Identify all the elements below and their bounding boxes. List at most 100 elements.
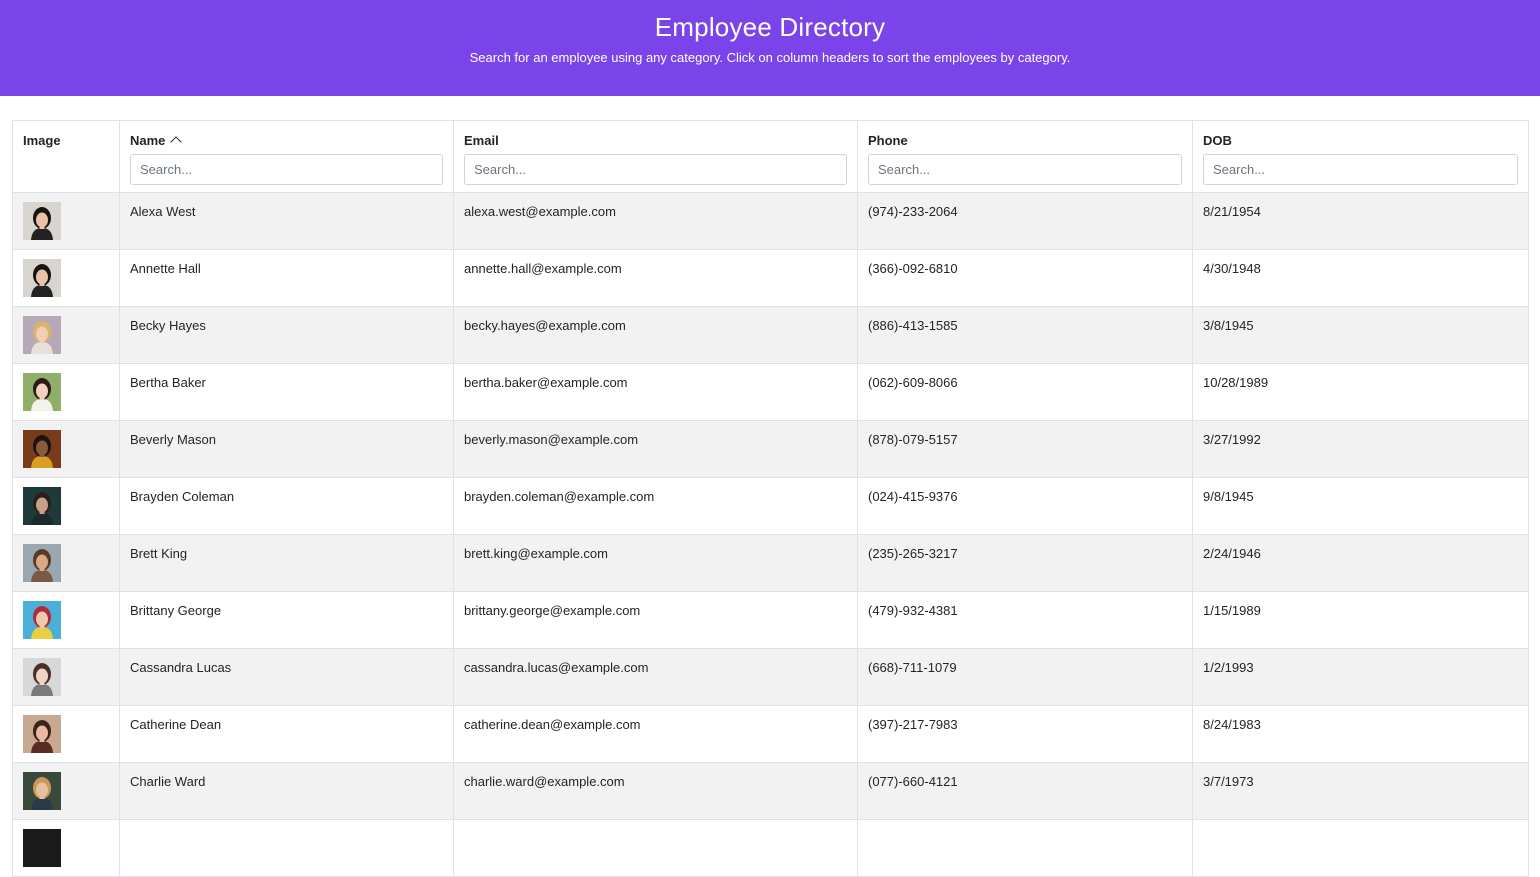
page-subtitle: Search for an employee using any categor… [469,50,1071,65]
avatar [23,259,61,297]
cell-phone: (886)-413-1585 [857,306,1193,364]
cell-name: Brayden Coleman [119,477,454,535]
column-header-dob[interactable]: DOB [1192,120,1529,193]
cell-email: beverly.mason@example.com [453,420,858,478]
table-header-row: Image Name Email Phone [12,120,1529,193]
cell-email: becky.hayes@example.com [453,306,858,364]
avatar [23,202,61,240]
cell-phone: (878)-079-5157 [857,420,1193,478]
cell-phone: (974)-233-2064 [857,192,1193,250]
cell-phone: (235)-265-3217 [857,534,1193,592]
dob-search-input[interactable] [1203,154,1518,185]
name-search-input[interactable] [130,154,443,185]
cell-image [12,306,120,364]
avatar [23,316,61,354]
column-header-email[interactable]: Email [453,120,858,193]
cell-phone: (366)-092-6810 [857,249,1193,307]
cell-dob: 3/8/1945 [1192,306,1529,364]
avatar [23,829,61,867]
avatar [23,772,61,810]
cell-image [12,648,120,706]
table-row: Brittany George brittany.george@example.c… [12,591,1529,649]
cell-image [12,363,120,421]
column-header-image: Image [12,120,120,193]
column-label-name[interactable]: Name [130,132,166,148]
cell-phone: (397)-217-7983 [857,705,1193,763]
cell-phone: (479)-932-4381 [857,591,1193,649]
cell-dob: 4/30/1948 [1192,249,1529,307]
cell-image [12,249,120,307]
cell-dob: 9/8/1945 [1192,477,1529,535]
cell-name: Beverly Mason [119,420,454,478]
cell-name: Brett King [119,534,454,592]
cell-image [12,705,120,763]
column-header-name[interactable]: Name [119,120,454,193]
table-row: Brett King brett.king@example.com (235)-26… [12,534,1529,592]
table-row: Alexa West alexa.west@example.com (974)-23… [12,192,1529,250]
employee-rows: Alexa West alexa.west@example.com (974)-23… [12,192,1529,877]
cell-email: brett.king@example.com [453,534,858,592]
cell-dob: 8/24/1983 [1192,705,1529,763]
cell-phone: (024)-415-9376 [857,477,1193,535]
cell-name: Becky Hayes [119,306,454,364]
table-row: Charlie Ward charlie.ward@example.com (077… [12,762,1529,820]
table-row: Catherine Dean catherine.dean@example.com… [12,705,1529,763]
cell-dob: 1/15/1989 [1192,591,1529,649]
cell-dob: 1/2/1993 [1192,648,1529,706]
cell-name: Brittany George [119,591,454,649]
cell-email: brittany.george@example.com [453,591,858,649]
email-search-input[interactable] [464,154,847,185]
cell-email: bertha.baker@example.com [453,363,858,421]
employee-table: Image Name Email Phone [12,120,1529,877]
table-row: Brayden Coleman brayden.coleman@example.c… [12,477,1529,535]
cell-name: Cassandra Lucas [119,648,454,706]
column-label-phone[interactable]: Phone [868,132,908,148]
cell-email: brayden.coleman@example.com [453,477,858,535]
avatar [23,487,61,525]
cell-image [12,477,120,535]
column-label-dob[interactable]: DOB [1203,132,1232,148]
table-row: Annette Hall annette.hall@example.com (366… [12,249,1529,307]
cell-phone: (668)-711-1079 [857,648,1193,706]
cell-name: Catherine Dean [119,705,454,763]
cell-dob: 3/27/1992 [1192,420,1529,478]
cell-email: cassandra.lucas@example.com [453,648,858,706]
phone-search-input[interactable] [868,154,1182,185]
cell-image [12,192,120,250]
cell-image [12,762,120,820]
cell-dob: 10/28/1989 [1192,363,1529,421]
cell-name: Bertha Baker [119,363,454,421]
cell-email: alexa.west@example.com [453,192,858,250]
cell-image [12,591,120,649]
avatar [23,544,61,582]
employee-table-container: Image Name Email Phone [12,120,1529,877]
page-header: Employee Directory Search for an employe… [0,0,1540,96]
cell-dob [1192,819,1529,877]
cell-name [119,819,454,877]
column-label-email[interactable]: Email [464,132,499,148]
column-header-phone[interactable]: Phone [857,120,1193,193]
table-row: Becky Hayes becky.hayes@example.com (886)-… [12,306,1529,364]
cell-image [12,534,120,592]
cell-phone: (077)-660-4121 [857,762,1193,820]
cell-image [12,819,120,877]
cell-email: catherine.dean@example.com [453,705,858,763]
avatar [23,601,61,639]
table-row [12,819,1529,877]
cell-email: charlie.ward@example.com [453,762,858,820]
avatar [23,658,61,696]
cell-name: Charlie Ward [119,762,454,820]
avatar [23,715,61,753]
cell-email [453,819,858,877]
column-label-image: Image [23,132,61,148]
table-row: Beverly Mason beverly.mason@example.com (8… [12,420,1529,478]
page-title: Employee Directory [654,12,886,42]
cell-phone: (062)-609-8066 [857,363,1193,421]
cell-name: Annette Hall [119,249,454,307]
cell-dob: 2/24/1946 [1192,534,1529,592]
sort-ascending-icon[interactable] [170,136,183,148]
cell-phone [857,819,1193,877]
avatar [23,430,61,468]
avatar [23,373,61,411]
cell-dob: 3/7/1973 [1192,762,1529,820]
